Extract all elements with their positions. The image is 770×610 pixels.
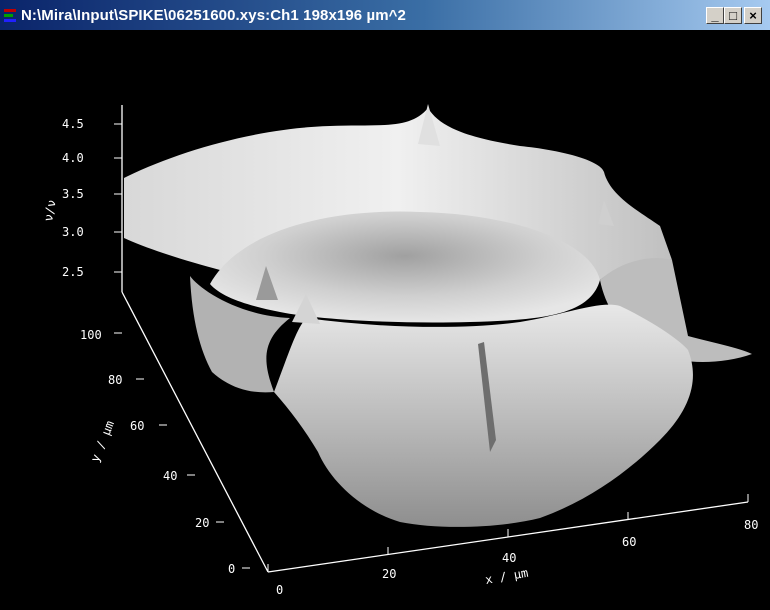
z-tick-label: 4.0 — [62, 151, 84, 165]
z-axis-label: ν/ν — [41, 199, 59, 223]
y-tick-label: 20 — [195, 516, 209, 530]
z-tick-label: 2.5 — [62, 265, 84, 279]
surface-front-wall — [274, 304, 693, 527]
close-button[interactable]: × — [744, 6, 762, 24]
surface-mesh — [124, 104, 752, 527]
x-tick-label: 40 — [502, 551, 516, 565]
z-tick-label: 4.5 — [62, 117, 84, 131]
surface-spike — [292, 294, 320, 324]
x-tick-label: 0 — [276, 583, 283, 597]
y-tick-label: 40 — [163, 469, 177, 483]
x-tick-label: 20 — [382, 567, 396, 581]
maximize-button[interactable]: □ — [724, 6, 742, 24]
surface-spike — [598, 200, 614, 226]
surface-plot[interactable]: 4.5 4.0 3.5 3.0 2.5 ν/ν 100 80 60 40 20 … — [0, 30, 770, 610]
y-tick-label: 80 — [108, 373, 122, 387]
y-tick-label: 100 — [80, 328, 102, 342]
y-axis-label: y / µm — [88, 419, 117, 464]
window-title: N:\Mira\Input\SPIKE\06251600.xys:Ch1 198… — [21, 6, 406, 24]
z-tick-label: 3.0 — [62, 225, 84, 239]
z-ticks — [114, 123, 122, 273]
app-icon[interactable] — [4, 8, 18, 22]
window-controls: _ □ × — [706, 6, 762, 24]
z-tick-label: 3.5 — [62, 187, 84, 201]
surface-left-wing — [190, 276, 290, 393]
y-ticks — [114, 332, 250, 569]
y-tick-label: 0 — [228, 562, 235, 576]
minimize-button[interactable]: _ — [706, 6, 724, 24]
x-ticks — [267, 494, 749, 572]
y-axis-line — [121, 291, 269, 573]
x-tick-label: 80 — [744, 518, 758, 532]
surface-spike — [256, 266, 278, 300]
title-bar[interactable]: N:\Mira\Input\SPIKE\06251600.xys:Ch1 198… — [0, 0, 770, 30]
surface-spike — [418, 104, 440, 146]
x-tick-label: 60 — [622, 535, 636, 549]
x-axis-label: x / µm — [484, 566, 529, 587]
y-tick-label: 60 — [130, 419, 144, 433]
surface-spike — [478, 342, 496, 452]
surface-bowl — [210, 211, 600, 323]
